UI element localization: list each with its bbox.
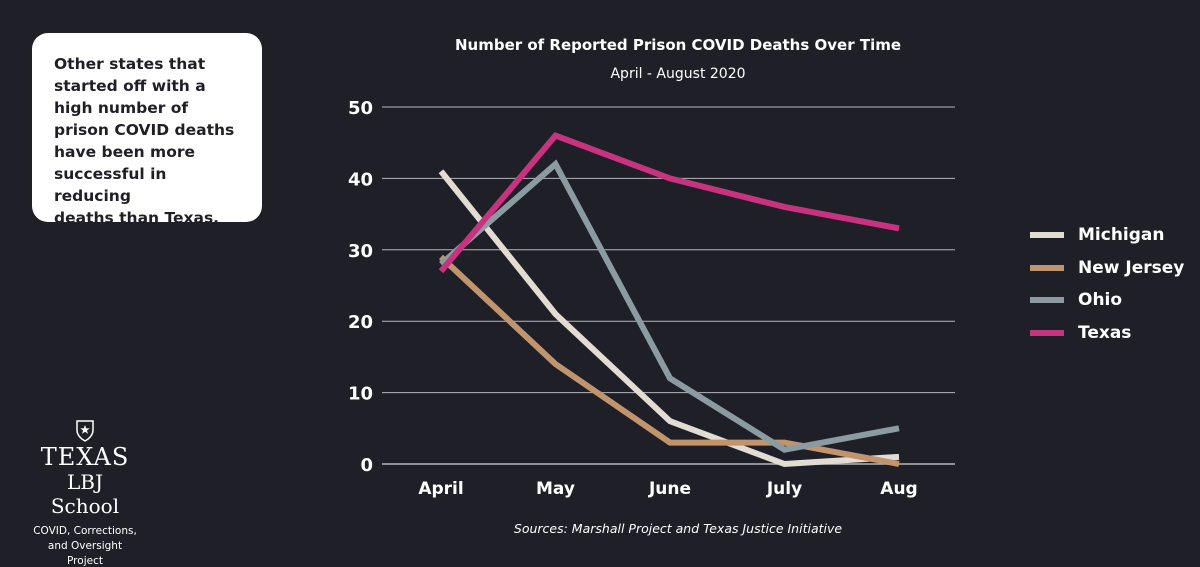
legend: Michigan New Jersey Ohio Texas [1030,219,1184,349]
callout-line: high number of [54,99,189,117]
y-tick-label: 10 [348,384,373,405]
legend-item-texas: Texas [1030,317,1184,350]
y-tick-label: 20 [348,312,373,333]
callout-box: Other states that started off with a hig… [32,33,262,227]
logo-caption-line: and Oversight Project [47,540,123,567]
chart-subtitle: April - August 2020 [610,66,746,82]
x-axis-ticks: April May June July Aug [418,479,917,499]
logo-text-lbj-school: LBJ School [50,470,120,518]
x-tick-label: June [648,479,691,499]
legend-item-ohio: Ohio [1030,284,1184,317]
logo-caption-line: COVID, Corrections, [33,525,137,537]
y-tick-label: 0 [360,455,373,476]
legend-swatch [1030,264,1064,271]
legend-item-new-jersey: New Jersey [1030,252,1184,285]
x-tick-label: July [766,479,802,499]
legend-swatch [1030,232,1064,239]
logo-text-texas: TEXAS [40,443,130,471]
legend-swatch [1030,297,1064,304]
callout-line: have been more [54,143,196,161]
source-note: Sources: Marshall Project and Texas Just… [513,521,843,536]
legend-swatch [1030,329,1064,336]
x-tick-label: May [536,479,575,499]
y-tick-label: 50 [348,98,373,119]
legend-label: Texas [1078,322,1132,343]
y-tick-label: 30 [348,241,373,262]
series-lines [438,132,900,468]
callout-line: deaths than Texas. [54,209,220,227]
y-axis-ticks: 0 10 20 30 40 50 [348,98,373,476]
lbj-school-logo: TEXAS LBJ School COVID, Corrections, and… [30,420,140,567]
series-line-texas [438,132,900,274]
callout-line: successful in reducing [54,165,167,205]
legend-label: New Jersey [1078,257,1185,278]
callout-line: prison COVID deaths [54,121,235,139]
legend-label: Ohio [1078,290,1123,311]
legend-label: Michigan [1078,225,1165,246]
series-line-ohio [439,159,900,453]
y-tick-label: 40 [348,169,373,190]
shield-icon [76,420,94,442]
chart-title: Number of Reported Prison COVID Deaths O… [454,36,902,54]
x-tick-label: April [418,479,463,499]
x-tick-label: Aug [880,479,917,499]
legend-item-michigan: Michigan [1030,219,1184,252]
callout-line: started off with a [54,77,206,95]
series-line-new-jersey [438,254,900,467]
series-line-michigan [438,169,900,468]
callout-line: Other states that [54,55,206,73]
